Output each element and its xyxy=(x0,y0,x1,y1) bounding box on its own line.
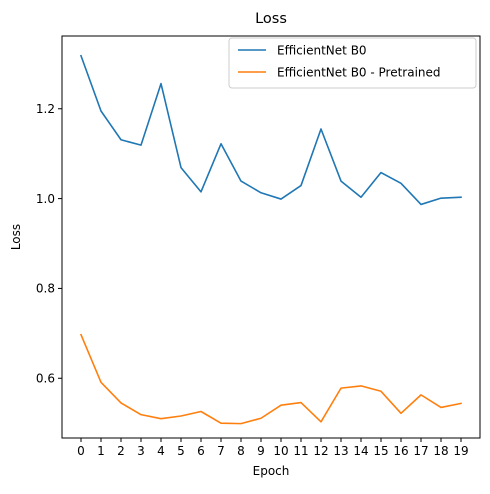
x-tick-label: 0 xyxy=(77,444,85,458)
legend: EfficientNet B0 EfficientNet B0 - Pretra… xyxy=(228,37,477,89)
x-tick-label: 3 xyxy=(137,444,145,458)
series-line-efficientnet-b0-pretrained xyxy=(79,333,462,425)
x-tick-label: 11 xyxy=(293,444,308,458)
x-tick-label: 19 xyxy=(453,444,468,458)
x-tick-label: 8 xyxy=(237,444,245,458)
x-axis-label: Epoch xyxy=(253,464,290,478)
x-tick-label: 12 xyxy=(313,444,328,458)
x-tick-label: 2 xyxy=(117,444,125,458)
chart-title: Loss xyxy=(255,11,287,27)
legend-label-efficientnet-b0-pretrained: EfficientNet B0 - Pretrained xyxy=(277,66,441,80)
x-tick-label: 1 xyxy=(97,444,105,458)
x-tick-label: 18 xyxy=(433,444,448,458)
x-tick-label: 10 xyxy=(273,444,288,458)
legend-box xyxy=(228,37,477,89)
y-axis-label: Loss xyxy=(9,224,23,250)
x-tick-label: 17 xyxy=(413,444,428,458)
x-tick-label: 13 xyxy=(333,444,348,458)
x-tick-label: 6 xyxy=(197,444,205,458)
series-line-efficientnet-b0 xyxy=(79,54,462,206)
x-tick-label: 7 xyxy=(217,444,225,458)
legend-label-efficientnet-b0: EfficientNet B0 xyxy=(277,44,367,58)
x-tick-label: 16 xyxy=(393,444,408,458)
x-tick-label: 15 xyxy=(373,444,388,458)
series-lines xyxy=(79,54,462,425)
y-axis-ticks: 0.6 0.8 1.0 1.2 xyxy=(36,102,62,386)
x-tick-label: 9 xyxy=(257,444,265,458)
y-tick-label: 0.8 xyxy=(36,282,55,296)
x-tick-label: 5 xyxy=(177,444,185,458)
x-axis-ticks: 0 1 2 3 4 5 6 7 8 9 10 11 12 13 14 15 16 17 18 19 xyxy=(77,438,469,458)
plot-frame xyxy=(61,35,481,439)
y-tick-label: 0.6 xyxy=(36,372,55,386)
y-tick-label: 1.0 xyxy=(36,192,55,206)
x-tick-label: 14 xyxy=(353,444,368,458)
y-tick-label: 1.2 xyxy=(36,102,55,116)
x-tick-label: 4 xyxy=(157,444,165,458)
